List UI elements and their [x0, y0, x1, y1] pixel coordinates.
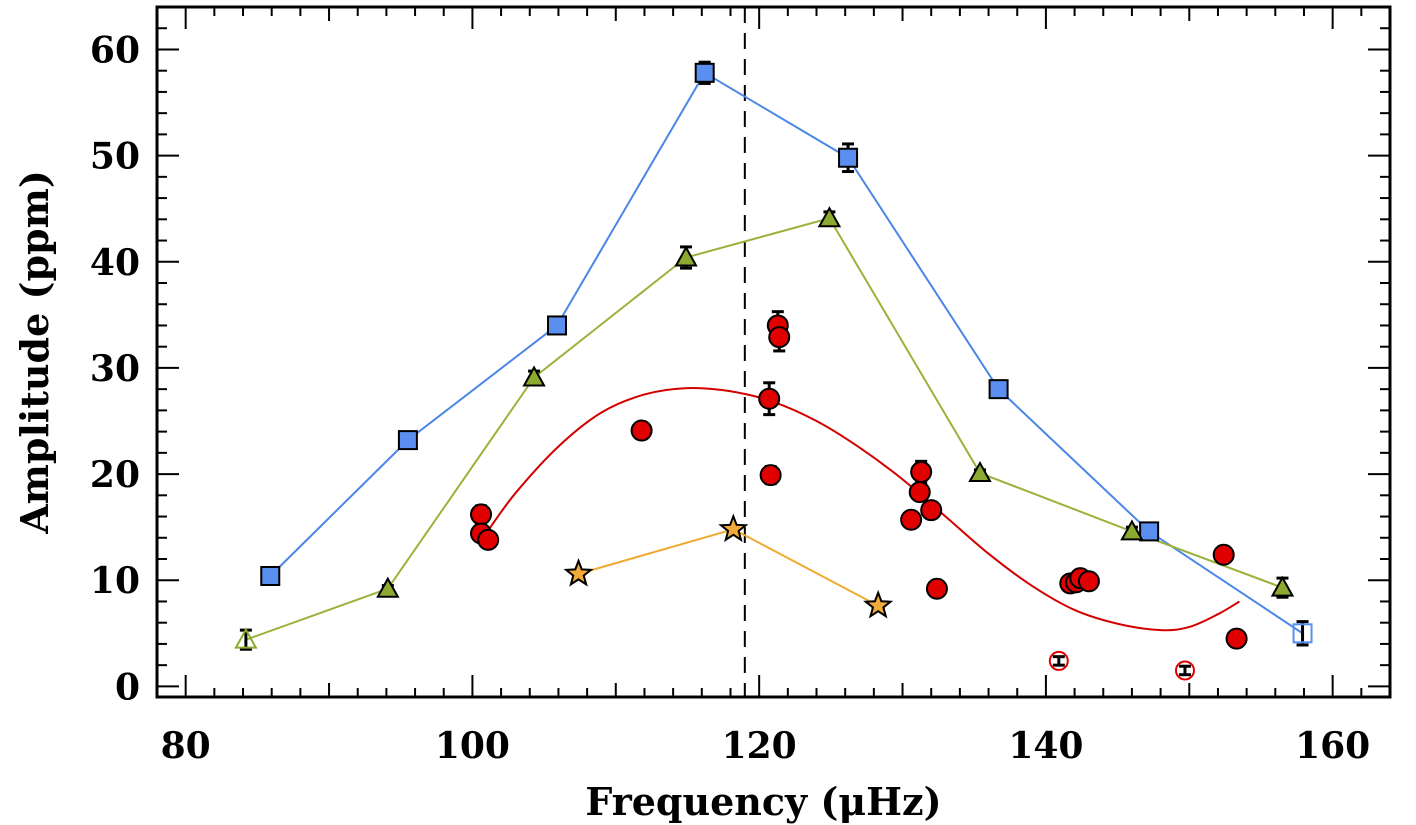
green-triangle-point [522, 365, 546, 387]
red-circle-point [925, 577, 948, 600]
axis-ticks [156, 6, 1391, 697]
blue-connecting-line [269, 71, 1304, 635]
green-connecting-line [245, 217, 1283, 641]
x-tick-labels: 80 100 120 140 160 [161, 725, 1371, 767]
red-circle-point [1212, 543, 1235, 566]
red-circle-point [900, 508, 923, 531]
x-tick-label: 160 [1295, 725, 1370, 767]
red-circle-point [768, 326, 791, 349]
blue-square-point [547, 315, 568, 336]
orange-star-point [718, 513, 749, 543]
red-circle-point [759, 464, 782, 487]
blue-square-point [1139, 521, 1160, 542]
red-circle-point [910, 460, 933, 483]
red-circle-point [470, 503, 493, 526]
y-tick-label: 30 [90, 348, 140, 390]
y-tick-label: 0 [115, 666, 140, 708]
red-circle-point [630, 419, 653, 442]
y-axis-title: Amplitude (ppm) [12, 170, 57, 535]
red-circle-point [920, 499, 943, 522]
y-tick-label: 10 [90, 560, 140, 602]
green-triangle-point [376, 576, 400, 598]
y-tick-label: 20 [90, 454, 140, 496]
green-triangle-point [1120, 519, 1144, 541]
green-triangle-point [817, 206, 842, 228]
x-tick-label: 80 [161, 725, 211, 767]
red-open-circle-point [1048, 650, 1069, 671]
red-circle-point [1077, 570, 1100, 593]
green-triangle-point [968, 460, 992, 483]
orange-star-point [863, 589, 894, 619]
blue-square-point [988, 379, 1009, 400]
plot-frame [155, 5, 1392, 699]
y-tick-label: 40 [90, 242, 140, 284]
orange-connecting-line [578, 528, 879, 607]
green-triangle-point [234, 627, 258, 649]
y-tick-label: 50 [90, 136, 140, 178]
error-bars [239, 60, 1309, 677]
x-tick-label: 100 [435, 725, 510, 767]
red-circle-point [758, 387, 781, 410]
orange-star-point [563, 558, 594, 587]
y-tick-label: 60 [90, 29, 140, 71]
green-triangle-point [1270, 575, 1295, 597]
x-axis-title: Frequency (μHz) [585, 779, 941, 824]
x-tick-label: 120 [722, 725, 797, 767]
y-tick-labels: 0 10 20 30 40 50 60 [90, 29, 140, 708]
red-circle-point [1225, 627, 1248, 650]
red-circle-point [477, 528, 500, 551]
green-triangle-point [674, 245, 698, 267]
red-fit-curve [485, 386, 1240, 632]
blue-square-point [260, 565, 281, 586]
blue-square-point [397, 430, 418, 451]
series-lines [245, 7, 1304, 697]
blue-square-point [838, 147, 859, 168]
blue-square-point [1292, 623, 1313, 644]
blue-square-point [694, 62, 715, 83]
data-markers [234, 62, 1313, 681]
red-circle-point [908, 481, 931, 504]
x-tick-label: 140 [1008, 725, 1083, 767]
red-open-circle-point [1174, 660, 1195, 681]
